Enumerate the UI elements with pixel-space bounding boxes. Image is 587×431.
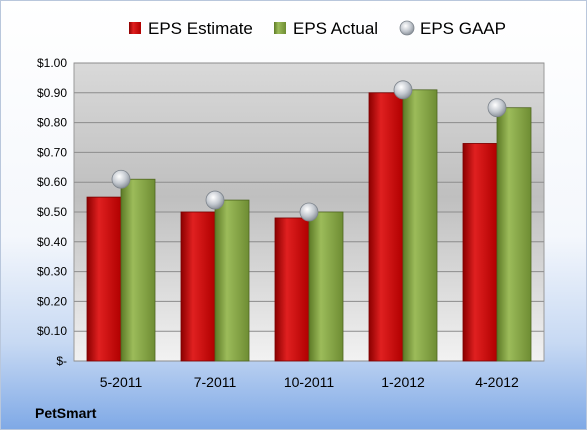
x-category-label: 4-2012 [475,374,519,390]
gaap-marker [205,190,225,210]
y-tick-label: $0.80 [37,116,67,130]
legend-swatch [274,22,286,34]
y-tick-label: $1.00 [37,56,67,70]
legend-label: EPS Estimate [148,19,253,38]
bar-estimate [462,143,498,362]
gaap-markers [111,80,507,222]
legend-label: EPS Actual [293,19,378,38]
gaap-marker [299,202,319,222]
y-tick-label: $0.20 [37,294,67,308]
legend-label: EPS GAAP [420,19,506,38]
bar-actual [496,107,532,362]
bar-actual [120,178,156,362]
bar-estimate [368,92,404,362]
bar-estimate [180,211,216,362]
bar-actual [308,211,344,362]
y-tick-label: $0.50 [37,205,67,219]
y-tick-label: $0.90 [37,86,67,100]
bars [86,89,532,362]
legend-swatch [399,20,415,36]
company-label: PetSmart [35,405,97,421]
x-axis-categories: 5-2011 7-2011 10-2011 1-2012 4-2012 [100,374,519,390]
x-category-label: 7-2011 [194,374,237,390]
gaap-marker [487,98,507,118]
gaap-marker [393,80,413,100]
bar-estimate [274,217,310,362]
y-tick-label: $- [56,354,67,368]
y-tick-label: $0.70 [37,145,67,159]
y-tick-label: $0.60 [37,175,67,189]
y-axis-ticks: $- $0.10 $0.20 $0.30 $0.40 $0.50 $0.60 $0.70 $0.… [37,56,67,368]
bar-actual [214,199,250,362]
gaap-marker [111,169,131,189]
bar-actual [402,89,438,362]
x-category-label: 5-2011 [100,374,143,390]
y-tick-label: $0.10 [37,324,67,338]
bar-estimate [86,196,122,362]
y-tick-label: $0.40 [37,235,67,249]
legend-swatch [129,22,141,34]
legend: EPS Estimate EPS Actual EPS GAAP [129,19,506,38]
x-category-label: 1-2012 [381,374,425,390]
y-tick-label: $0.30 [37,265,67,279]
x-category-label: 10-2011 [284,374,335,390]
